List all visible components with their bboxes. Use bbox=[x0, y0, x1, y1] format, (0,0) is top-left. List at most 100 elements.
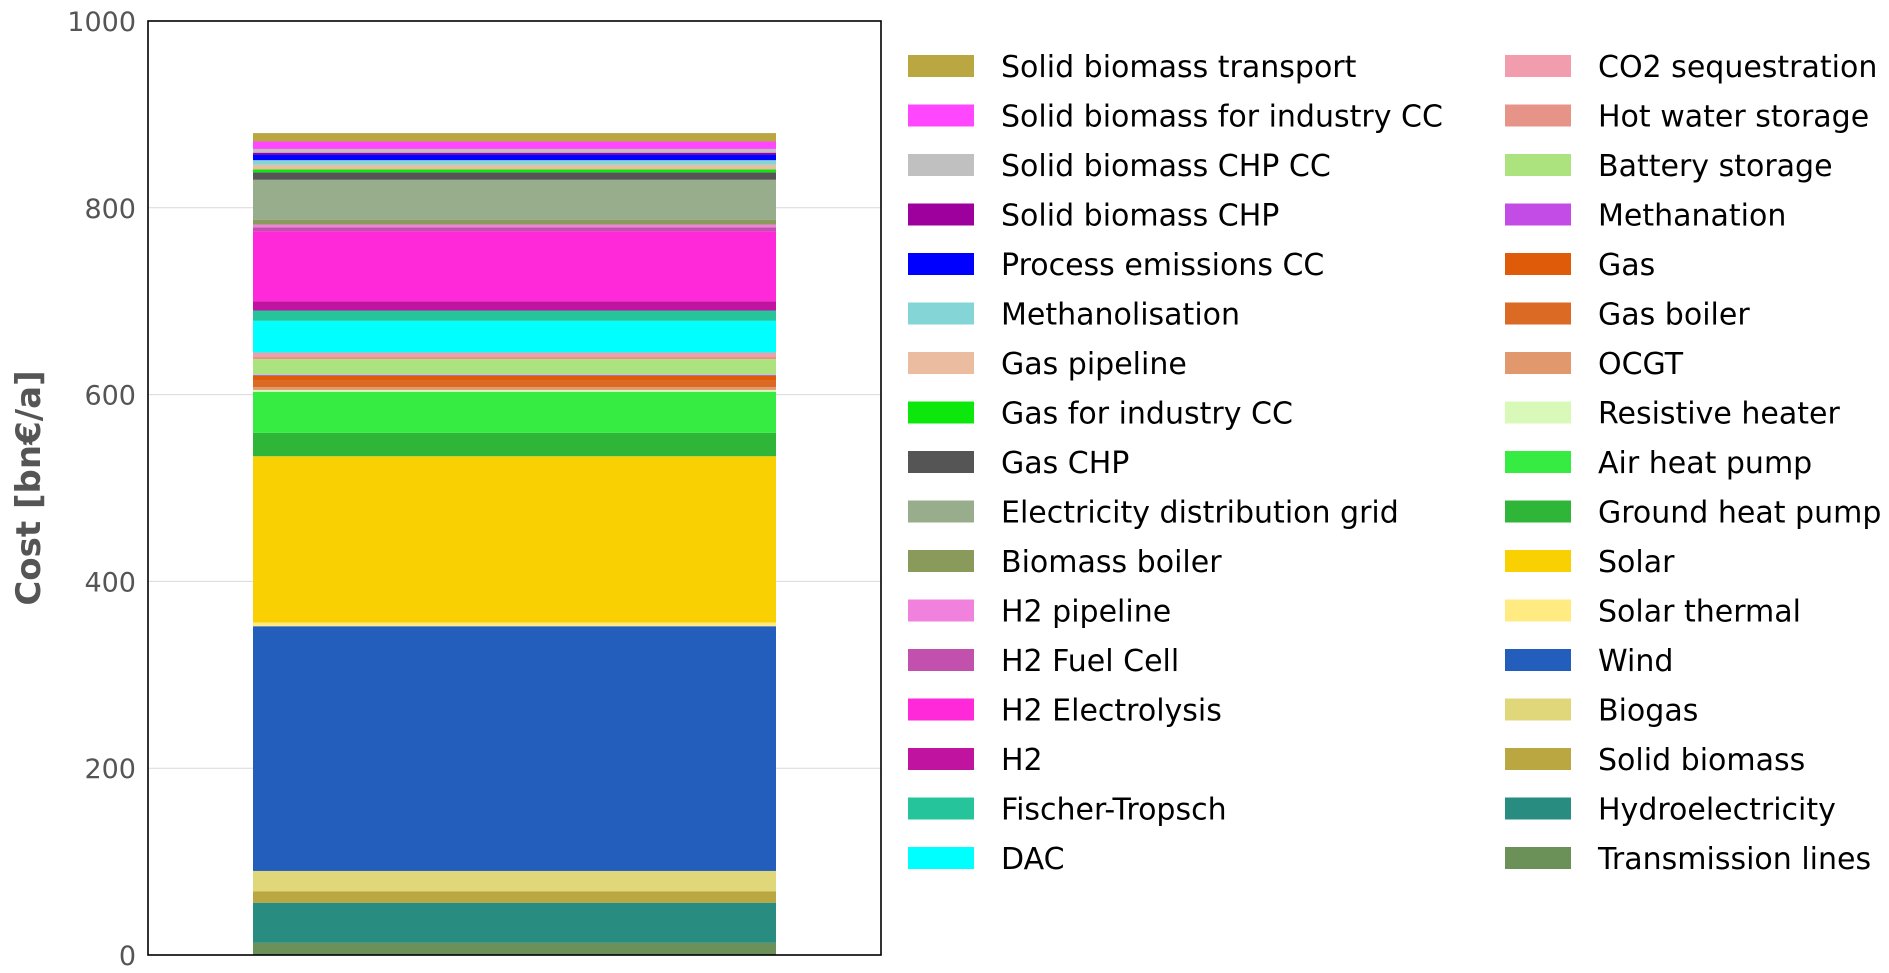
bar-segment: Hydroelectricity bbox=[253, 902, 776, 943]
bar-segment: H2 Fuel Cell bbox=[253, 227, 776, 232]
bar-segment: Hot water storage bbox=[253, 356, 776, 360]
legend-label: H2 Fuel Cell bbox=[1001, 644, 1179, 679]
y-tick-label: 800 bbox=[84, 194, 136, 225]
bar-segment: Solid biomass CHP CC bbox=[253, 148, 776, 153]
y-tick-label: 400 bbox=[84, 567, 136, 598]
y-axis-ticks: 0 200 400 600 800 1000 bbox=[67, 7, 136, 972]
bar-segment: Gas pipeline bbox=[253, 164, 776, 170]
legend-swatch bbox=[1505, 550, 1571, 572]
legend-label: Gas for industry CC bbox=[1001, 397, 1293, 432]
legend-swatch bbox=[1505, 253, 1571, 275]
bar-segment: Wind bbox=[253, 626, 776, 871]
stacked-bar: Transmission linesHydroelectricitySolid … bbox=[253, 133, 776, 955]
legend-swatch bbox=[1505, 352, 1571, 374]
legend-swatch bbox=[1505, 847, 1571, 869]
legend-label: Battery storage bbox=[1598, 149, 1833, 184]
legend-label: H2 Electrolysis bbox=[1001, 694, 1222, 729]
legend-swatch bbox=[1505, 797, 1571, 820]
y-tick-label: 1000 bbox=[67, 7, 136, 38]
bar-segment: OCGT bbox=[253, 387, 776, 390]
legend-swatch bbox=[1505, 748, 1571, 770]
bar-segment: Solid biomass for industry CC bbox=[253, 141, 776, 149]
legend-label: Solid biomass CHP bbox=[1001, 199, 1279, 234]
legend-swatch bbox=[1505, 500, 1571, 523]
legend-label: Wind bbox=[1598, 644, 1673, 679]
plot-frame bbox=[147, 20, 882, 956]
bar-segment: Gas for industry CC bbox=[253, 169, 776, 173]
legend-swatch bbox=[1505, 203, 1571, 226]
legend-label: H2 pipeline bbox=[1001, 595, 1171, 630]
legend-label: Methanolisation bbox=[1001, 298, 1240, 333]
legend-swatch bbox=[908, 302, 974, 325]
bar-segment: Solid biomass transport bbox=[253, 133, 776, 142]
bar-segment: Gas boiler bbox=[253, 380, 776, 388]
bar-segment: CO2 sequestration bbox=[253, 352, 776, 357]
legend-label: CO2 sequestration bbox=[1598, 50, 1877, 85]
y-tick-label: 200 bbox=[84, 754, 136, 785]
legend-swatch bbox=[1505, 451, 1571, 473]
legend-label: Gas boiler bbox=[1598, 298, 1750, 333]
legend-swatch bbox=[1505, 599, 1571, 622]
legend-swatch bbox=[908, 203, 974, 226]
bar-segment: Solid biomass CHP bbox=[253, 152, 776, 155]
bar-segment: H2 bbox=[253, 301, 776, 311]
legend-label: Biogas bbox=[1598, 694, 1698, 729]
bar-segment: Gas CHP bbox=[253, 172, 776, 180]
legend-swatch bbox=[908, 500, 974, 523]
legend-swatch bbox=[1505, 698, 1571, 721]
y-tick-label: 600 bbox=[84, 381, 136, 412]
legend-swatch bbox=[1505, 302, 1571, 325]
legend-label: Air heat pump bbox=[1598, 446, 1812, 481]
legend-label: Solid biomass for industry CC bbox=[1001, 100, 1443, 135]
legend-label: Resistive heater bbox=[1598, 397, 1840, 432]
legend-swatch bbox=[908, 748, 974, 770]
bar-segment: Electricity distribution grid bbox=[253, 179, 776, 220]
legend-swatch bbox=[1505, 55, 1571, 77]
legend-swatch bbox=[908, 55, 974, 77]
legend-label: H2 bbox=[1001, 743, 1043, 778]
legend-label: Gas bbox=[1598, 248, 1655, 283]
bar-segment: Solar thermal bbox=[253, 622, 776, 627]
legend-label: OCGT bbox=[1598, 347, 1684, 382]
legend-label: Transmission lines bbox=[1597, 842, 1871, 877]
legend-label: Electricity distribution grid bbox=[1001, 496, 1399, 531]
legend-swatch bbox=[908, 253, 974, 275]
bar-segment: Fischer-Tropsch bbox=[253, 310, 776, 321]
bar-segment: Process emissions CC bbox=[253, 154, 776, 161]
legend: Solid biomass transport Solid biomass for… bbox=[908, 50, 1881, 877]
legend-label: Solid biomass bbox=[1598, 743, 1805, 778]
bar-segment: Methanolisation bbox=[253, 160, 776, 165]
legend-label: Gas CHP bbox=[1001, 446, 1129, 481]
legend-label: Process emissions CC bbox=[1001, 248, 1324, 283]
bar-segment: Transmission lines bbox=[253, 942, 776, 955]
bar-segment: Biomass boiler bbox=[253, 219, 776, 225]
legend-swatch bbox=[908, 401, 974, 424]
legend-swatch bbox=[908, 698, 974, 721]
bar-segment: DAC bbox=[253, 320, 776, 353]
bar-segment: Resistive heater bbox=[253, 389, 776, 392]
bar-segment: H2 Electrolysis bbox=[253, 231, 776, 302]
legend-label: Hot water storage bbox=[1598, 100, 1869, 135]
legend-swatch bbox=[1505, 401, 1571, 424]
legend-swatch bbox=[908, 797, 974, 820]
legend-swatch bbox=[908, 599, 974, 622]
legend-label: Methanation bbox=[1598, 199, 1786, 234]
bar-segment: Air heat pump bbox=[253, 391, 776, 433]
legend-label: Hydroelectricity bbox=[1598, 793, 1836, 828]
bar-segment: H2 pipeline bbox=[253, 224, 776, 228]
legend-swatch bbox=[908, 352, 974, 374]
bar-segment: Solid biomass bbox=[253, 891, 776, 903]
bar-segment: Solar bbox=[253, 456, 776, 623]
legend-swatch bbox=[908, 104, 974, 127]
legend-label: Biomass boiler bbox=[1001, 545, 1222, 580]
legend-swatch bbox=[908, 154, 974, 176]
legend-swatch bbox=[1505, 649, 1571, 671]
legend-swatch bbox=[1505, 104, 1571, 127]
legend-label: Solid biomass CHP CC bbox=[1001, 149, 1331, 184]
legend-label: Solid biomass transport bbox=[1001, 50, 1357, 85]
legend-label: Solar bbox=[1598, 545, 1675, 580]
legend-swatch bbox=[908, 451, 974, 473]
legend-swatch bbox=[908, 649, 974, 671]
y-tick-label: 0 bbox=[119, 941, 136, 972]
